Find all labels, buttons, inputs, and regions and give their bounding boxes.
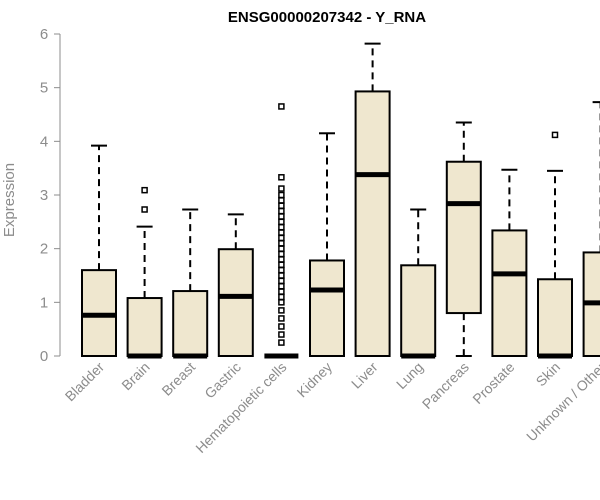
box-9 xyxy=(491,168,528,357)
x-tick-label-7: Lung xyxy=(393,359,426,392)
outlier-4-9 xyxy=(278,277,285,285)
outlier-4-5 xyxy=(278,299,285,306)
box-body-1 xyxy=(126,297,163,358)
outlier-4-18 xyxy=(278,229,285,236)
box-2 xyxy=(172,208,209,359)
outlier-4-16 xyxy=(278,240,285,247)
x-tick-label-0: Bladder xyxy=(62,359,108,405)
outlier-4-27 xyxy=(278,174,285,181)
box-4 xyxy=(264,103,299,359)
outlier-4-4 xyxy=(278,307,285,314)
box-body-8 xyxy=(445,160,482,315)
box-body-10 xyxy=(537,278,573,357)
outlier-4-0 xyxy=(278,339,285,346)
y-tick-label-6: 6 xyxy=(40,26,48,43)
y-axis-label: Expression xyxy=(1,163,18,237)
outlier-4-6 xyxy=(278,293,285,301)
chart-title: ENSG00000207342 - Y_RNA xyxy=(228,9,426,26)
x-tick-label-8: Pancreas xyxy=(419,359,472,412)
y-axis: 0 1 2 3 4 5 6 xyxy=(40,26,61,365)
box-body-5 xyxy=(309,259,345,357)
outlier-1-1 xyxy=(141,186,148,194)
outlier-4-2 xyxy=(278,323,285,330)
outlier-4-22 xyxy=(278,207,285,215)
x-tick-label-4: Hematopoietic cells xyxy=(192,359,289,456)
outlier-4-24 xyxy=(278,197,285,204)
y-tick-label-4: 4 xyxy=(40,133,48,150)
x-tick-label-10: Skin xyxy=(533,359,564,390)
outlier-4-20 xyxy=(278,218,285,226)
boxes-layer xyxy=(81,42,600,359)
x-tick-label-9: Prostate xyxy=(469,359,517,407)
outlier-10-0 xyxy=(551,131,559,139)
y-tick-label-1: 1 xyxy=(40,294,48,311)
outlier-4-28 xyxy=(278,103,285,110)
box-11 xyxy=(582,101,600,358)
outlier-4-19 xyxy=(278,223,285,231)
y-tick-label-2: 2 xyxy=(40,241,48,258)
x-tick-label-1: Brain xyxy=(118,359,152,393)
outlier-4-13 xyxy=(278,256,285,263)
outlier-4-11 xyxy=(278,266,285,274)
x-tick-label-5: Kidney xyxy=(294,359,336,401)
box-3 xyxy=(217,213,254,358)
box-body-3 xyxy=(217,248,254,358)
outlier-1-0 xyxy=(141,206,148,213)
box-8 xyxy=(445,121,482,357)
outlier-4-10 xyxy=(278,272,285,279)
box-body-6 xyxy=(354,90,391,357)
box-6 xyxy=(354,42,391,357)
outlier-4-17 xyxy=(278,234,285,242)
x-tick-label-2: Breast xyxy=(158,359,198,399)
box-0 xyxy=(81,144,117,357)
outlier-4-3 xyxy=(278,315,285,322)
y-tick-label-0: 0 xyxy=(40,348,48,365)
box-body-2 xyxy=(172,290,209,357)
outlier-4-14 xyxy=(278,250,285,258)
box-5 xyxy=(309,132,345,357)
outlier-4-26 xyxy=(278,185,285,192)
box-body-7 xyxy=(400,264,437,358)
outlier-4-7 xyxy=(278,288,285,295)
outlier-4-1 xyxy=(278,331,285,338)
box-body-9 xyxy=(491,229,528,357)
y-tick-label-5: 5 xyxy=(40,80,48,97)
outlier-4-12 xyxy=(278,261,285,269)
outlier-4-23 xyxy=(278,202,285,209)
box-7 xyxy=(400,208,437,359)
box-1 xyxy=(126,186,163,359)
x-tick-label-6: Liver xyxy=(348,359,381,392)
outlier-4-8 xyxy=(278,282,285,290)
y-tick-label-3: 3 xyxy=(40,187,48,204)
outlier-4-21 xyxy=(278,213,285,220)
box-10 xyxy=(537,131,573,359)
outlier-4-15 xyxy=(278,245,285,252)
x-tick-label-3: Gastric xyxy=(201,359,244,402)
outlier-4-25 xyxy=(278,191,285,199)
